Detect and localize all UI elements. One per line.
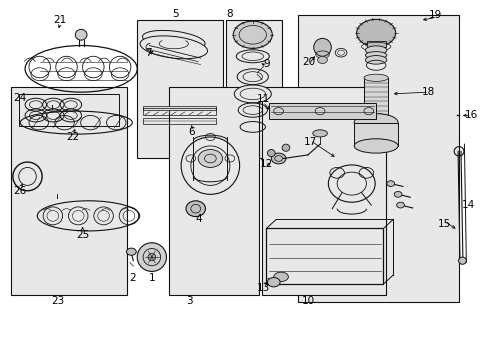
Ellipse shape [356, 19, 395, 46]
Ellipse shape [353, 139, 397, 153]
Text: 13: 13 [256, 283, 269, 293]
Ellipse shape [137, 243, 166, 271]
Text: 26: 26 [14, 186, 27, 196]
Text: 19: 19 [428, 10, 441, 20]
Bar [19, 94, 119, 126]
Ellipse shape [234, 85, 271, 103]
Text: 3: 3 [186, 296, 193, 306]
Ellipse shape [386, 181, 394, 186]
Ellipse shape [312, 130, 327, 137]
Ellipse shape [365, 55, 386, 64]
Text: 25: 25 [76, 230, 89, 239]
Ellipse shape [396, 202, 404, 208]
Ellipse shape [140, 36, 207, 59]
Text: 8: 8 [226, 9, 233, 19]
Text: 24: 24 [14, 93, 27, 103]
Ellipse shape [363, 114, 387, 121]
Text: 2: 2 [129, 273, 135, 283]
Text: 11: 11 [256, 94, 269, 104]
Text: 15: 15 [437, 219, 450, 229]
Bar [366, 41, 385, 46]
Bar [268, 103, 375, 119]
Bar [143, 108, 216, 116]
Ellipse shape [185, 201, 205, 217]
Ellipse shape [365, 46, 386, 54]
Text: 18: 18 [421, 87, 434, 97]
Bar [261, 87, 385, 295]
Bar [225, 21, 282, 158]
Text: 20: 20 [302, 57, 315, 67]
Ellipse shape [236, 50, 269, 63]
Bar [266, 228, 383, 284]
Ellipse shape [273, 272, 288, 282]
Bar [11, 87, 127, 295]
Ellipse shape [198, 149, 222, 167]
Ellipse shape [267, 278, 280, 287]
Ellipse shape [267, 149, 275, 157]
Bar [298, 15, 458, 302]
Ellipse shape [126, 248, 136, 255]
Ellipse shape [233, 21, 272, 48]
Text: 22: 22 [66, 132, 80, 142]
Text: 14: 14 [461, 200, 474, 210]
Text: 17: 17 [303, 138, 316, 147]
Text: 6: 6 [188, 127, 195, 136]
Text: 4: 4 [195, 214, 202, 224]
Text: 7: 7 [144, 48, 151, 58]
Bar [168, 87, 259, 295]
Text: 23: 23 [52, 296, 65, 306]
Ellipse shape [317, 56, 327, 63]
Ellipse shape [353, 114, 397, 132]
Ellipse shape [75, 30, 87, 40]
Text: 12: 12 [259, 159, 272, 169]
Ellipse shape [365, 51, 386, 59]
Bar [143, 107, 216, 110]
Bar [353, 123, 397, 146]
Ellipse shape [458, 257, 466, 264]
Text: 5: 5 [172, 9, 178, 19]
Ellipse shape [363, 74, 387, 81]
Bar [363, 78, 387, 117]
Ellipse shape [282, 144, 289, 151]
Ellipse shape [148, 253, 156, 261]
Ellipse shape [271, 153, 285, 164]
Text: 21: 21 [54, 15, 67, 26]
Text: 9: 9 [263, 59, 269, 69]
Ellipse shape [313, 39, 330, 56]
Text: 1: 1 [148, 273, 155, 283]
Ellipse shape [393, 192, 401, 197]
Text: 10: 10 [301, 296, 314, 306]
Bar [137, 21, 222, 158]
Text: 16: 16 [464, 111, 477, 121]
Bar [143, 118, 216, 125]
